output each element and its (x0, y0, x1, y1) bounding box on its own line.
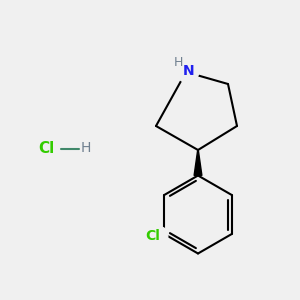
Text: N: N (183, 64, 194, 78)
Text: Cl: Cl (146, 229, 160, 242)
Polygon shape (194, 150, 202, 176)
Text: Cl: Cl (38, 141, 55, 156)
Text: H: H (174, 56, 183, 70)
Circle shape (150, 226, 168, 244)
Text: H: H (80, 142, 91, 155)
Circle shape (176, 60, 199, 82)
